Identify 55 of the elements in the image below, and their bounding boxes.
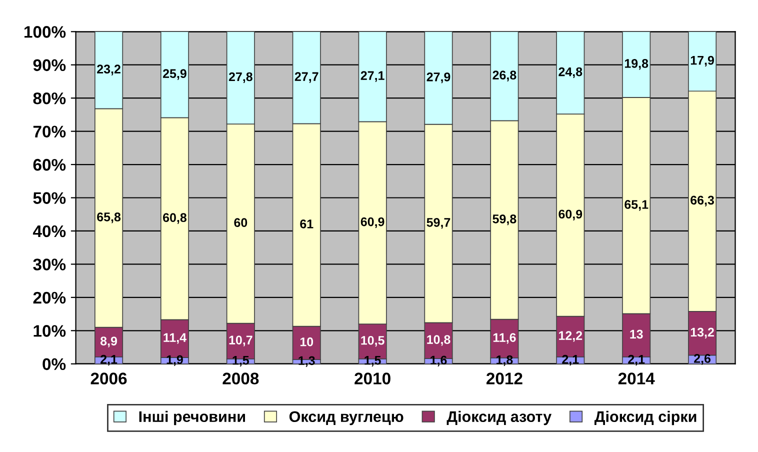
legend-label: Оксид вуглецю (289, 411, 404, 426)
y-tick-label: 90% (33, 59, 66, 72)
data-label: 60 (234, 218, 248, 228)
data-label: 2,1 (628, 354, 645, 366)
data-label: 65,1 (624, 200, 648, 211)
y-tick-label: 30% (33, 258, 66, 270)
data-label: 2,1 (100, 354, 118, 366)
y-tick-label: 70% (33, 126, 66, 138)
y-tick-label: 10% (34, 325, 66, 337)
y-tick-label: 50% (33, 192, 66, 204)
data-label: 27,8 (228, 72, 252, 83)
data-label: 1,9 (166, 355, 183, 366)
legend-label: Діоксид сірки (594, 410, 696, 426)
data-label: 8,9 (100, 336, 117, 348)
x-tick-label: 2010 (354, 372, 390, 384)
data-label: 17,9 (690, 56, 714, 67)
data-label: 60,9 (558, 210, 582, 220)
data-label: 23,2 (97, 64, 120, 76)
data-label: 59,7 (426, 218, 450, 229)
data-label: 27,1 (360, 71, 384, 82)
data-label: 61 (300, 219, 314, 228)
data-label: 10,7 (229, 336, 252, 346)
data-label: 26,8 (492, 70, 516, 82)
data-label: 25,9 (162, 69, 186, 80)
y-tick-label: 60% (33, 158, 66, 171)
data-label: 27,9 (426, 72, 450, 84)
x-tick-label: 2012 (486, 372, 522, 384)
data-label: 13,2 (690, 328, 714, 338)
legend-label: Інші речовини (139, 410, 245, 426)
y-tick-label: 100% (24, 26, 66, 38)
data-label: 60,8 (163, 213, 186, 224)
data-label: 10,5 (361, 336, 384, 347)
data-label: 24,8 (558, 67, 582, 78)
data-label: 59,8 (492, 214, 516, 226)
data-label: 19,8 (624, 59, 648, 70)
data-label: 2,1 (562, 354, 579, 366)
data-label: 12,2 (559, 331, 582, 342)
x-tick-label: 2008 (222, 372, 259, 384)
data-label: 11,6 (493, 333, 516, 344)
data-label: 65,8 (97, 212, 121, 224)
data-label: 10,8 (427, 335, 450, 346)
x-tick-label: 2006 (90, 372, 127, 384)
y-tick-label: 20% (33, 292, 66, 304)
data-label: 10 (300, 337, 314, 346)
y-tick-label: 80% (33, 92, 66, 104)
data-label: 11,4 (164, 333, 186, 344)
data-label: 27,7 (294, 72, 318, 83)
y-tick-label: 0% (42, 358, 66, 370)
data-label: 60,9 (360, 217, 384, 228)
data-label: 2,6 (694, 354, 711, 365)
y-tick-label: 40% (32, 225, 66, 238)
legend-label: Діоксид азоту (446, 410, 552, 426)
data-label: 13 (630, 330, 643, 339)
data-label: 66,3 (690, 196, 714, 206)
x-tick-label: 2014 (618, 372, 655, 384)
